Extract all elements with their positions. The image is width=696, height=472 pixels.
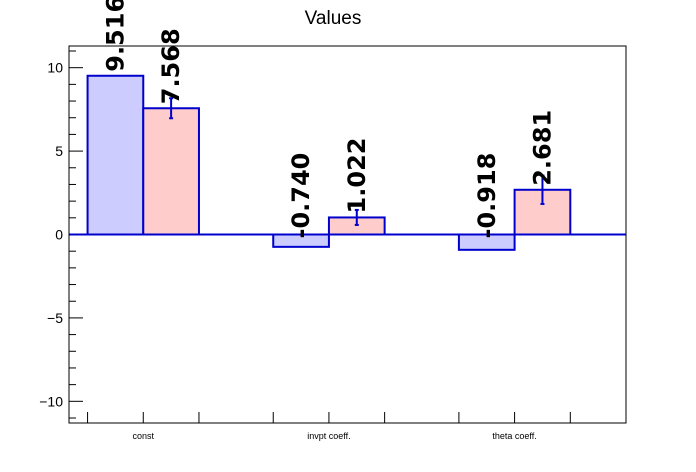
x-tick-label: theta coeff. [492, 431, 536, 441]
data-label: 9.516 [101, 0, 129, 72]
y-tick-label: 10 [47, 60, 63, 76]
data-label: -0.740 [287, 153, 315, 239]
data-label: 1.022 [343, 138, 371, 214]
data-label: -0.918 [473, 153, 501, 239]
x-tick-label: const [133, 431, 155, 441]
y-tick-label: 0 [55, 227, 63, 243]
data-label: 2.681 [528, 110, 556, 186]
y-tick-label: −10 [39, 393, 63, 409]
chart-title: Values [305, 8, 362, 29]
bar [142, 107, 200, 236]
x-tick-label: invpt coeff. [307, 431, 350, 441]
y-tick-label: −5 [47, 310, 63, 326]
y-tick-label: 5 [55, 143, 63, 159]
value-labels: 9.516 -0.740 -0.918 7.568 1.022 2.681 [101, 0, 556, 239]
plot-frame [68, 45, 627, 424]
data-label: 7.568 [157, 28, 185, 104]
bar [86, 74, 145, 236]
y-axis: −10 −5 0 5 10 [39, 50, 83, 419]
bars [69, 74, 626, 251]
x-axis: const invpt coeff. theta coeff. [87, 412, 571, 441]
